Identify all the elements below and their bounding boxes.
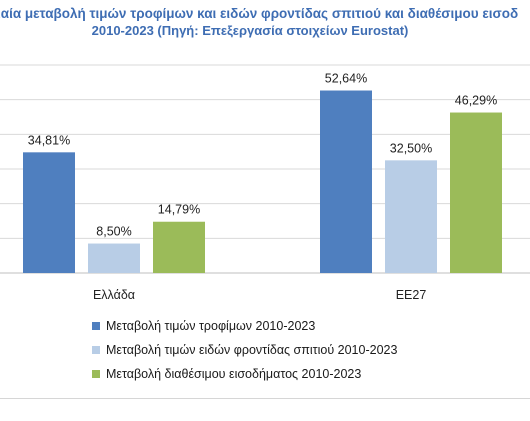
bar <box>153 221 205 273</box>
data-label: 32,50% <box>390 141 432 155</box>
bar <box>450 112 502 273</box>
legend-item-household-care-prices: Μεταβολή τιμών ειδών φροντίδας σπιτιού 2… <box>92 338 397 362</box>
chart-title: στιαία μεταβολή τιμών τροφίμων και ειδών… <box>0 5 530 39</box>
bottom-divider <box>0 398 530 399</box>
data-label: 34,81% <box>28 133 70 147</box>
bar <box>320 90 372 273</box>
category-label: Ελλάδα <box>93 288 135 302</box>
bar <box>385 160 437 273</box>
chart-legend: Μεταβολή τιμών τροφίμων 2010-2023 Μεταβο… <box>92 314 397 386</box>
bar <box>88 243 140 273</box>
legend-swatch-household-care-prices <box>92 346 100 354</box>
data-label: 8,50% <box>96 225 131 239</box>
legend-swatch-food-prices <box>92 322 100 330</box>
bar <box>23 152 75 273</box>
legend-item-food-prices: Μεταβολή τιμών τροφίμων 2010-2023 <box>92 314 397 338</box>
chart-title-line-1: στιαία μεταβολή τιμών τροφίμων και ειδών… <box>0 6 519 21</box>
data-label: 14,79% <box>158 203 200 217</box>
data-label: 52,64% <box>325 72 367 86</box>
chart-title-line-2: 2010-2023 (Πηγή: Επεξεργασία στοιχείων E… <box>91 23 409 38</box>
legend-label-food-prices: Μεταβολή τιμών τροφίμων 2010-2023 <box>106 319 316 333</box>
legend-label-household-care-prices: Μεταβολή τιμών ειδών φροντίδας σπιτιού 2… <box>106 343 398 357</box>
data-label: 46,29% <box>455 94 497 108</box>
legend-swatch-disposable-income <box>92 370 100 378</box>
category-label: ΕΕ27 <box>396 288 427 302</box>
legend-label-disposable-income: Μεταβολή διαθέσιμου εισοδήματος 2010-202… <box>106 367 362 381</box>
bar-chart: 34,81% 8,50% 14,79% Ελλάδα 52,64% 32,50% 46,29… <box>0 64 530 302</box>
legend-item-disposable-income: Μεταβολή διαθέσιμου εισοδήματος 2010-202… <box>92 362 397 386</box>
